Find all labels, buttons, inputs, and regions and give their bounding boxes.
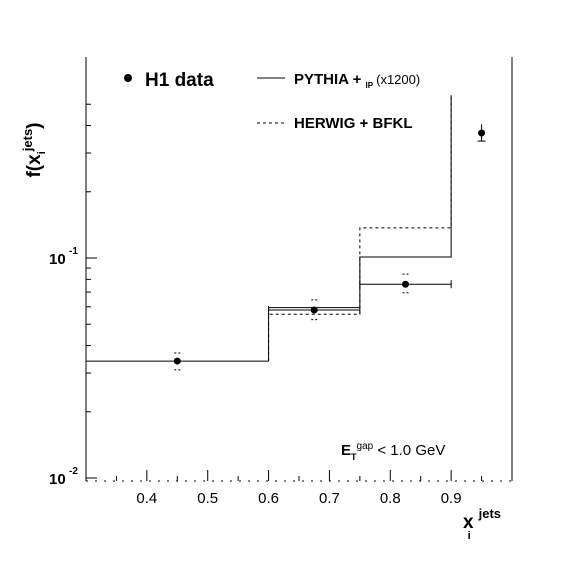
x-tick-label: 0.6	[258, 490, 279, 507]
series-layer	[86, 95, 486, 371]
plot-frame	[85, 57, 513, 482]
legend: H1 data PYTHIA + IP (x1200) HERWIG + BFKL	[124, 70, 420, 132]
data-point	[173, 357, 181, 365]
gap-energy-annotation: ETgap < 1.0 GeV	[341, 441, 445, 462]
data-point	[402, 280, 409, 288]
y-tick-label: 10	[49, 251, 66, 268]
x-tick-label: 0.9	[441, 490, 462, 507]
legend-herwig-label: HERWIG + BFKL	[294, 115, 412, 132]
data-point	[478, 129, 486, 137]
legend-pythia-label: PYTHIA + IP (x1200)	[294, 71, 420, 90]
herwig-histogram	[268, 95, 452, 362]
data-point	[310, 306, 318, 314]
y-axis-label: f(xijets)	[20, 122, 48, 177]
y-tick-exponent: -1	[69, 246, 78, 257]
x-tick-label: 0.4	[136, 490, 157, 507]
legend-data-label: H1 data	[145, 70, 214, 91]
y-tick-label: 10	[49, 471, 66, 488]
x-axis-ticks: 0.4 0.5 0.6 0.7 0.8 0.9	[115, 470, 483, 507]
legend-data-marker	[124, 74, 132, 82]
x-axis-label: x ijets	[463, 506, 501, 542]
y-tick-exponent: -2	[69, 466, 78, 477]
x-tick-label: 0.5	[197, 490, 218, 507]
y-axis-ticks: 10-110-2	[49, 103, 97, 488]
x-tick-label: 0.8	[380, 490, 401, 507]
x-tick-label: 0.7	[319, 490, 340, 507]
